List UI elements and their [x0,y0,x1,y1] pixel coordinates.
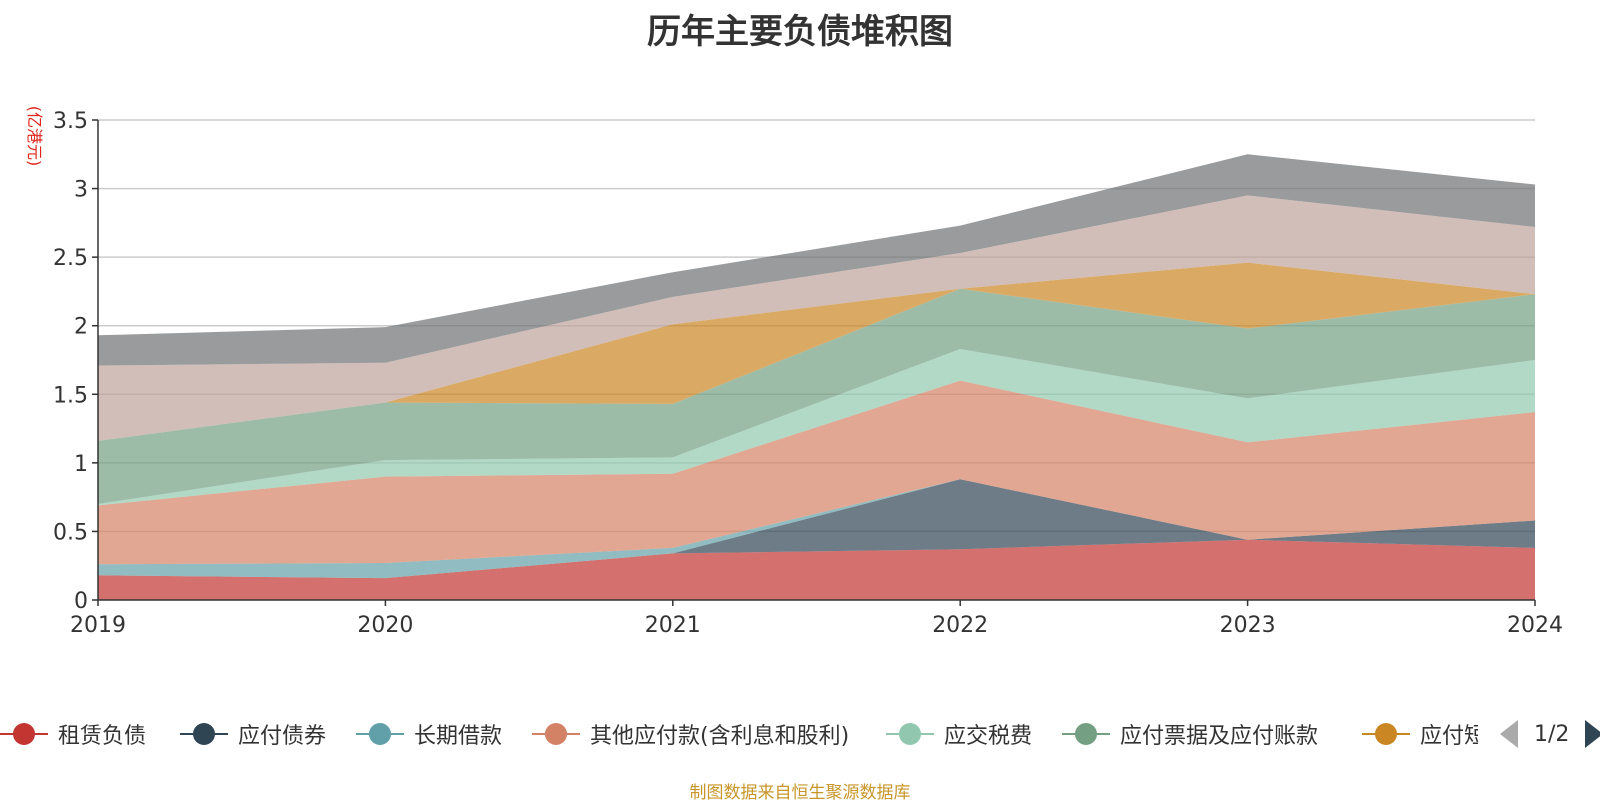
area-series-3 [98,479,1535,579]
area-series-6 [98,288,1535,504]
legend-item-label: 应付债券 [238,724,327,749]
area-series-5 [98,349,1535,506]
y-tick-label: 2.5 [53,246,88,271]
area-series-2 [98,479,1535,579]
x-tick-label: 2022 [932,613,988,638]
x-tick-label: 2023 [1220,613,1276,638]
y-tick-label: 0 [74,589,88,614]
area-series-7 [98,262,1535,441]
legend-item[interactable]: 长期借款 [356,716,502,752]
y-tick-label: 1 [74,452,88,477]
legend-marker-icon [0,716,48,752]
legend-marker-icon [886,716,934,752]
axes: 0 0.5 1 1.5 2 2.5 3 3.5 2019 2020 2021 2022 2023 2024 [53,109,1563,638]
y-tick-label: 3 [74,178,88,203]
y-tick-label: 1.5 [53,383,88,408]
stacked-area-chart: 0 0.5 1 1.5 2 2.5 3 3.5 2019 2020 2021 2022 2023 2024 [53,109,1563,638]
legend-item-label: 应付票据及应付账款 [1120,724,1319,749]
legend-item[interactable]: 其他应付款(含利息和股利) [532,716,849,752]
data-source-note: 制图数据来自恒生聚源数据库 [689,783,911,803]
x-tick-label: 2019 [70,613,126,638]
area-series-4 [98,380,1535,565]
legend-item-label: 应交税费 [944,724,1033,749]
legend-item[interactable]: 租赁负债 [0,716,146,752]
x-tick-label: 2024 [1507,613,1563,638]
legend: 租赁负债 应付债券 长期借款 其他应付款(含利息和股利) 应交税费 应付票据及应付账款 应付… [0,716,1478,752]
legend-pager: 1/2 [1500,716,1600,752]
area-series-9 [98,154,1535,366]
x-tick-label: 2021 [645,613,701,638]
legend-marker-icon [1362,716,1410,752]
y-tick-label: 2 [74,315,88,340]
y-axis-unit-label: (亿港元) [25,105,44,167]
legend-item-label: 租赁负债 [58,724,147,749]
legend-next-page-icon[interactable] [1585,720,1600,748]
chart-title: 历年主要负债堆积图 [647,12,953,52]
x-tick-label: 2020 [357,613,413,638]
y-tick-label: 3.5 [53,109,88,134]
legend-marker-icon [1062,716,1110,752]
y-tick-label: 0.5 [53,520,88,545]
legend-item-label: 长期借款 [414,724,503,749]
area-series [98,154,1535,600]
legend-item-label: 应付短期融资款 [1420,724,1478,749]
legend-marker-icon [180,716,228,752]
area-series-1 [98,539,1535,600]
area-series-8 [98,195,1535,441]
legend-item[interactable]: 应付短期融资款 [1362,716,1478,752]
legend-marker-icon [532,716,580,752]
legend-prev-page-icon[interactable] [1500,720,1518,748]
legend-marker-icon [356,716,404,752]
legend-item-label: 其他应付款(含利息和股利) [590,724,850,749]
legend-item[interactable]: 应付票据及应付账款 [1062,716,1318,752]
legend-page-indicator: 1/2 [1534,721,1570,747]
legend-item[interactable]: 应交税费 [886,716,1032,752]
legend-item[interactable]: 应付债券 [180,716,326,752]
